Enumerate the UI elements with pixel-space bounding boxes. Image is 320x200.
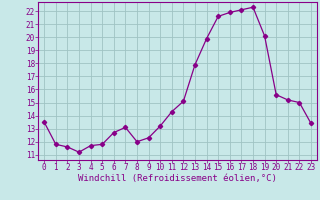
X-axis label: Windchill (Refroidissement éolien,°C): Windchill (Refroidissement éolien,°C) — [78, 174, 277, 183]
